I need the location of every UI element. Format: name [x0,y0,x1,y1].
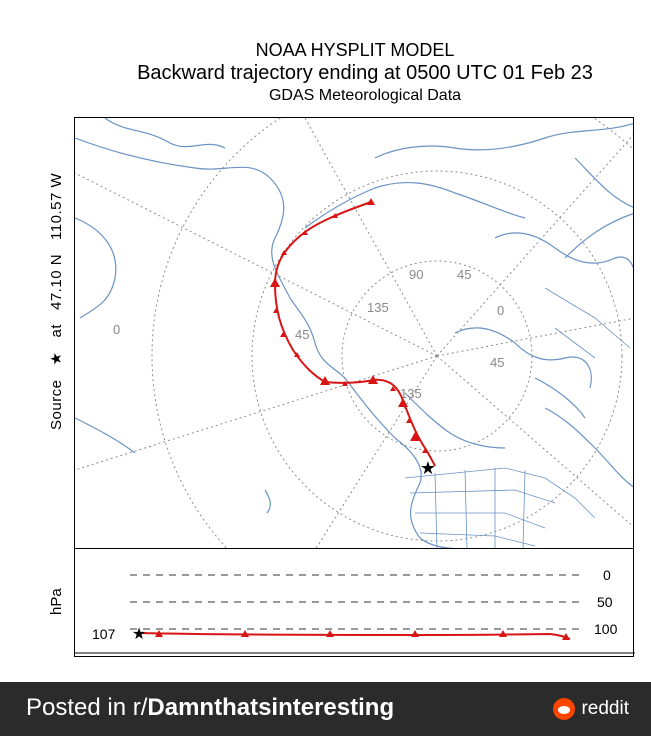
coastline-path [304,181,526,229]
meridian-label: 135 [400,386,422,401]
pressure-level-labels: 0 50 100 107 [92,567,618,642]
meridian-line [315,355,438,548]
coastline-path [574,157,633,208]
six-hour-marker [398,398,408,407]
coastline-path [75,137,291,299]
altitude-marker [562,633,570,640]
reddit-wordmark: reddit [581,698,629,719]
meridian-line [436,134,633,357]
altitude-markers [155,630,570,640]
meridian-line [436,317,633,357]
pressure-level-label: 0 [603,567,611,583]
altitude-marker [155,630,163,637]
meridian-label: 0 [497,303,504,318]
altitude-panel: 0 50 100 107 ★ 0018120600181206001812060… [74,549,635,672]
meridian-label: 45 [295,327,309,342]
graticule [75,118,633,548]
boundary-path [419,532,536,547]
coastline-path [410,482,455,548]
trajectory-title: Backward trajectory ending at 0500 UTC 0… [137,62,593,84]
pressure-gridlines [130,574,580,630]
boundary-path [434,468,526,548]
meridian-label: 45 [457,267,471,282]
reddit-footer: Posted in r/Damnthatsinteresting reddit [0,682,651,736]
hourly-marker [280,332,286,337]
coastline-path [454,327,592,389]
meridian-label: 135 [367,300,389,315]
reddit-brand[interactable]: reddit [553,698,629,720]
coastlines [75,118,633,548]
hourly-marker [332,213,338,218]
boundary-path [544,287,631,359]
boundary-path [415,512,546,529]
meridian-line [75,172,438,357]
source-label: Source [48,379,65,430]
start-pressure-label: 107 [92,626,116,642]
hourly-marker [390,386,396,391]
boundary-path [404,467,596,519]
source-latitude: 47.10 N [48,253,65,310]
subreddit-link[interactable]: Damnthatsinteresting [147,694,395,721]
boundary-path [409,489,556,504]
six-hour-marker [270,278,280,287]
six-hour-marker [320,376,330,385]
six-hour-marker [368,375,378,384]
hourly-marker [273,308,279,313]
posted-prefix: Posted in r/ [26,694,148,721]
meridian-label: 0 [113,322,120,337]
six-hour-marker [410,432,420,441]
coastline-path [289,297,346,379]
altitude-trajectory-line [138,632,571,640]
na-boundaries [404,287,631,548]
source-at: at [48,324,65,338]
meridian-line [75,355,438,471]
altitude-marker [411,630,419,637]
hourly-marker [406,418,412,423]
coastline-path [564,213,633,259]
coastline-path [404,392,506,449]
model-title: NOAA HYSPLIT MODEL [255,40,455,60]
trajectory-markers [270,198,428,453]
meridian-label: 45 [490,355,504,370]
altitude-source-star-icon: ★ [132,624,146,643]
hourly-marker [422,448,428,453]
meridian-line [436,355,633,527]
coastline-path [344,377,422,484]
pressure-level-label: 50 [597,594,613,610]
meridian-line [304,118,438,357]
coastline-path [534,377,586,419]
coastline-path [75,417,136,454]
hourly-marker [281,250,287,255]
source-star-icon: ★ [420,458,436,479]
altitude-svg: 0 50 100 107 ★ 0018120600181206001812060… [75,567,635,672]
source-longitude: 110.57 W [48,172,65,240]
altitude-marker [326,630,334,637]
trajectory-map: 90 45 135 0 45 0 45 135 [74,117,634,549]
meridian-label: 90 [409,267,423,282]
hourly-marker [342,381,348,386]
trajectory: ★ [270,198,436,479]
meridian-labels: 90 45 135 0 45 0 45 135 [113,267,504,401]
coastline-path [104,118,226,149]
hourly-marker [294,352,300,357]
reddit-logo-icon [553,698,576,720]
coastline-path [544,407,633,488]
source-location-label: Source ★ at 47.10 N 110.57 W [47,159,65,430]
hourly-marker [302,230,308,235]
altitude-axis-label: hPa [48,588,65,615]
source-star-icon: ★ [48,351,65,366]
pressure-level-label: 100 [594,621,618,637]
coastline-path [264,489,271,514]
hourly-marker [367,198,375,205]
coastline-path [494,232,633,269]
coastline-path [75,217,117,319]
map-svg: 90 45 135 0 45 0 45 135 [75,118,633,548]
posted-in-text: Posted in r/Damnthatsinteresting [26,694,394,722]
altitude-marker [499,630,507,637]
altitude-marker [241,630,249,637]
coastline-path [374,122,633,159]
data-source-title: GDAS Meteorological Data [268,87,462,104]
